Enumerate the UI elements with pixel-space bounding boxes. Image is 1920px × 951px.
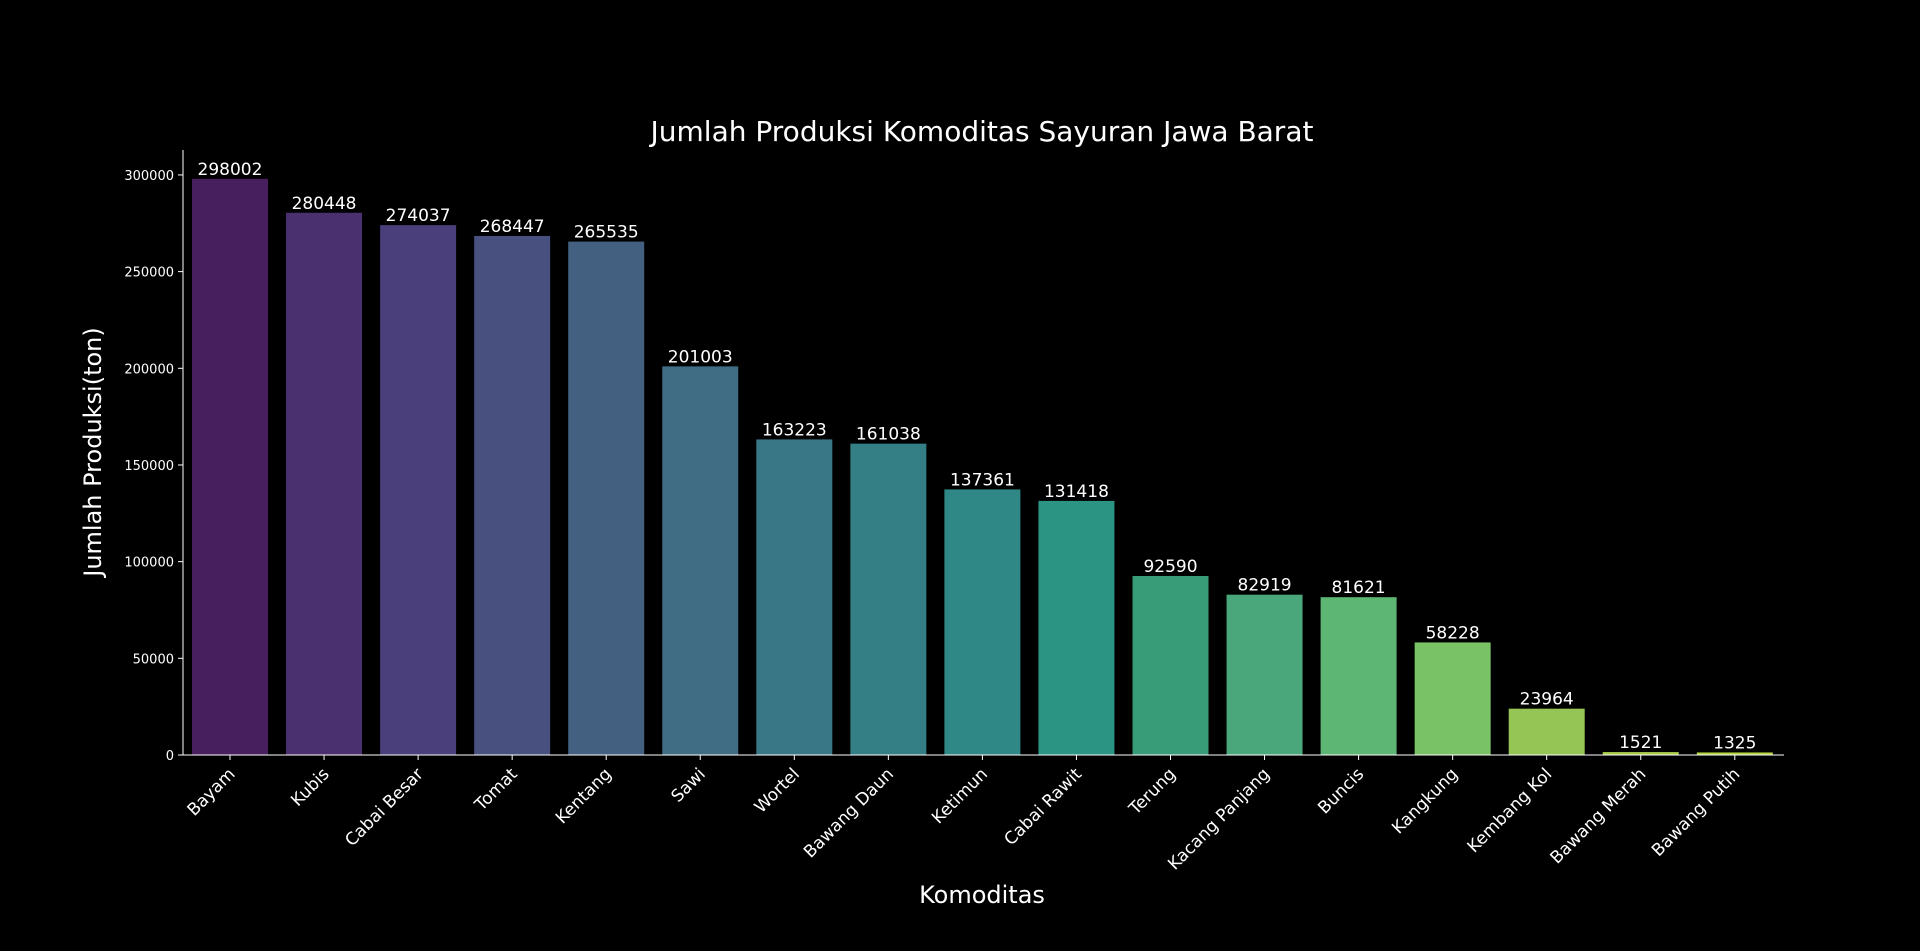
data-label: 81621 [1332, 578, 1386, 598]
data-label: 161038 [856, 425, 921, 445]
bar-kembang-kol [1508, 708, 1585, 755]
x-tick-label: Bawang Daun [800, 764, 898, 862]
data-label: 268447 [480, 217, 545, 237]
data-label: 298002 [198, 160, 263, 180]
y-tick-label: 200000 [124, 362, 174, 377]
x-tick-label: Cabai Rawit [1001, 764, 1087, 850]
y-tick-label: 50000 [133, 652, 174, 667]
data-label: 137361 [950, 470, 1015, 490]
bar-bawang-merah [1602, 752, 1679, 755]
data-label: 82919 [1238, 576, 1292, 596]
bar-kacang-panjang [1226, 594, 1303, 755]
data-label: 163223 [762, 420, 827, 440]
y-tick-label: 0 [166, 749, 174, 764]
bar-terung [1132, 575, 1209, 755]
data-label: 1325 [1713, 733, 1756, 753]
x-tick-label: Tomat [470, 764, 522, 816]
x-tick-label: Bayam [184, 764, 240, 820]
x-axis-ticks: Bayam Kubis Cabai Besar Tomat Kentang Sawi Wor… [184, 755, 1744, 874]
chart-title: Jumlah Produksi Komoditas Sayuran Jawa B… [649, 115, 1314, 148]
data-label: 280448 [292, 194, 357, 214]
y-axis-label: Jumlah Produksi(ton) [79, 327, 107, 579]
x-axis-label: Komoditas [919, 881, 1045, 909]
bars-group [192, 178, 1773, 755]
x-tick-label: Kembang Kol [1464, 764, 1557, 857]
y-tick-label: 300000 [124, 169, 174, 184]
x-tick-label: Cabai Besar [341, 764, 427, 850]
y-tick-label: 150000 [124, 459, 174, 474]
x-tick-label: Buncis [1314, 764, 1368, 818]
x-tick-label: Kacang Panjang [1164, 764, 1274, 874]
x-tick-label: Kangkung [1388, 764, 1462, 838]
y-tick-label: 250000 [124, 266, 174, 281]
x-tick-label: Terung [1125, 764, 1180, 819]
bar-kubis [286, 212, 363, 755]
x-tick-label: Bawang Putih [1648, 764, 1744, 860]
data-label: 131418 [1044, 482, 1109, 502]
data-label: 265535 [574, 223, 639, 243]
data-label: 58228 [1426, 623, 1480, 643]
bar-kangkung [1414, 642, 1491, 755]
data-label: 201003 [668, 347, 733, 367]
bar-bawang-putih [1696, 752, 1773, 755]
data-label: 1521 [1619, 733, 1662, 753]
bar-ketimun [944, 489, 1021, 755]
x-tick-label: Bawang Merah [1547, 764, 1651, 868]
x-tick-label: Wortel [751, 764, 804, 817]
y-tick-label: 100000 [124, 556, 174, 571]
bar-cabai-besar [380, 225, 457, 755]
data-labels-group: 298002 280448 274037 268447 265535 201003 1632… [198, 160, 1757, 754]
data-label: 23964 [1520, 690, 1574, 710]
bar-bayam [192, 178, 268, 755]
x-tick-label: Kentang [552, 764, 616, 828]
data-label: 92590 [1143, 557, 1197, 577]
data-label: 274037 [386, 206, 451, 226]
bar-wortel [756, 439, 833, 755]
x-tick-label: Sawi [667, 764, 709, 806]
y-axis-ticks: 0 50000 100000 150000 200000 250000 300000 [124, 169, 183, 764]
bar-buncis [1320, 597, 1397, 755]
bar-bawang-daun [850, 443, 927, 755]
bar-tomat [474, 235, 551, 755]
x-tick-label: Kubis [287, 764, 333, 810]
x-tick-label: Ketimun [928, 764, 992, 828]
bar-sawi [662, 366, 739, 755]
bar-kentang [568, 241, 645, 755]
bar-cabai-rawit [1038, 500, 1115, 755]
